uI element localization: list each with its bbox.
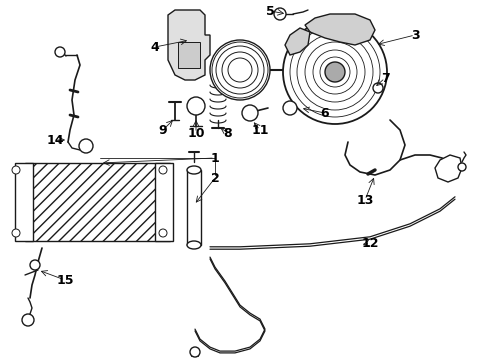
Circle shape bbox=[30, 260, 40, 270]
Text: 14: 14 bbox=[46, 134, 63, 147]
Text: 8: 8 bbox=[223, 126, 232, 140]
Circle shape bbox=[12, 229, 20, 237]
Bar bbox=[25, 163, 170, 241]
Bar bbox=[15, 163, 33, 241]
Circle shape bbox=[372, 83, 382, 93]
Circle shape bbox=[209, 40, 269, 100]
Bar bbox=[155, 163, 173, 241]
Text: 11: 11 bbox=[251, 123, 268, 136]
Circle shape bbox=[325, 62, 345, 82]
Bar bbox=[178, 42, 200, 68]
Circle shape bbox=[79, 139, 93, 153]
Text: 6: 6 bbox=[320, 107, 328, 120]
Text: 12: 12 bbox=[361, 237, 378, 249]
Circle shape bbox=[457, 163, 465, 171]
Text: 9: 9 bbox=[159, 123, 167, 136]
Text: 7: 7 bbox=[380, 72, 388, 85]
Polygon shape bbox=[285, 28, 309, 55]
Circle shape bbox=[242, 105, 258, 121]
Circle shape bbox=[159, 229, 167, 237]
Circle shape bbox=[186, 97, 204, 115]
Circle shape bbox=[283, 101, 296, 115]
Circle shape bbox=[55, 47, 65, 57]
Bar bbox=[186, 170, 201, 245]
Text: 3: 3 bbox=[410, 28, 418, 41]
Ellipse shape bbox=[186, 166, 201, 174]
Text: 1: 1 bbox=[210, 152, 219, 165]
Text: 13: 13 bbox=[356, 194, 373, 207]
Polygon shape bbox=[168, 10, 209, 80]
Text: 5: 5 bbox=[265, 5, 274, 18]
Text: 2: 2 bbox=[210, 171, 219, 185]
Circle shape bbox=[283, 20, 386, 124]
Text: 15: 15 bbox=[56, 274, 74, 287]
Ellipse shape bbox=[186, 241, 201, 249]
Circle shape bbox=[159, 166, 167, 174]
Polygon shape bbox=[434, 155, 461, 182]
Circle shape bbox=[273, 8, 285, 20]
Text: 4: 4 bbox=[150, 41, 159, 54]
Polygon shape bbox=[305, 14, 374, 45]
Circle shape bbox=[22, 314, 34, 326]
Text: 10: 10 bbox=[187, 126, 204, 140]
Circle shape bbox=[12, 166, 20, 174]
Circle shape bbox=[190, 347, 200, 357]
